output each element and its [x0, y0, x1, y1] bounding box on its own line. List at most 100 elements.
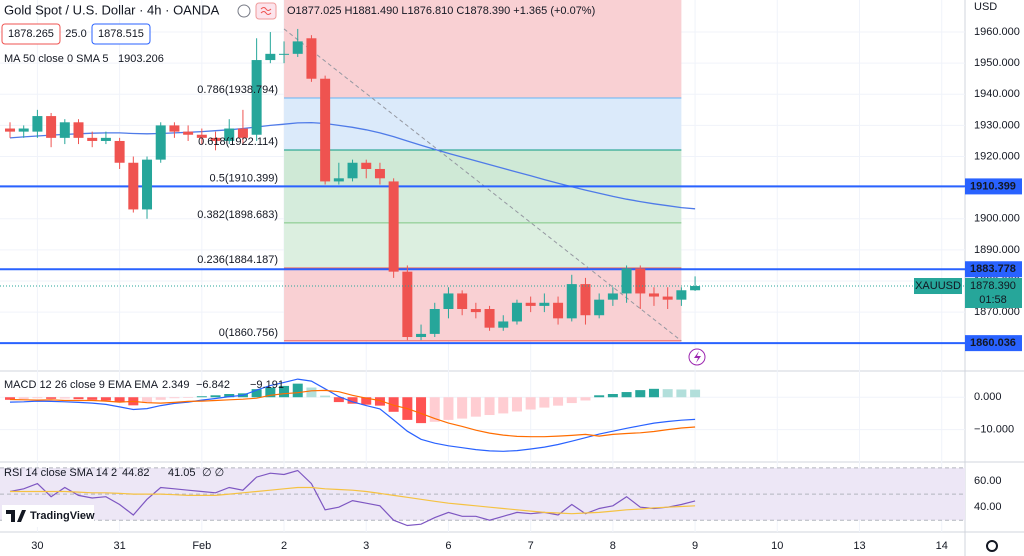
symbol-title: Gold Spot / U.S. Dollar · 4h · OANDA — [4, 2, 220, 17]
candle-body — [183, 131, 194, 135]
macd-histogram-bar — [87, 397, 98, 400]
x-tick-label: 10 — [771, 540, 783, 552]
macd-histogram-bar — [607, 394, 618, 398]
candle-body — [402, 271, 413, 338]
ohlc-readout: O1877.025 H1881.490 L1876.810 C1878.390 … — [287, 5, 595, 17]
macd-histogram-bar — [183, 397, 194, 398]
candle-body — [374, 168, 385, 179]
candle-body — [525, 302, 536, 306]
macd-histogram-bar — [429, 397, 440, 422]
macd-histogram-bar — [648, 388, 659, 398]
logo-glyph[interactable] — [6, 510, 26, 522]
logo-text[interactable]: TradingView — [30, 510, 95, 522]
y-tick-label: −10.000 — [974, 423, 1014, 435]
candle-body — [306, 38, 317, 79]
macd-histogram-bar — [18, 397, 29, 400]
macd-histogram-bar — [169, 397, 180, 399]
macd-histogram-bar — [690, 389, 701, 398]
price-label: 1883.778 — [970, 263, 1016, 275]
candle-body — [676, 290, 687, 300]
trend-line — [283, 28, 682, 342]
fib-label: 0.618(1922.114) — [198, 136, 278, 148]
macd-histogram-bar — [388, 397, 399, 412]
candle-body — [142, 159, 153, 210]
macd-histogram-bar — [279, 385, 290, 398]
eye-icon[interactable] — [237, 4, 251, 18]
macd-histogram-bar — [46, 397, 57, 399]
candle-body — [46, 116, 57, 138]
candle-body — [416, 333, 427, 338]
fib-zone — [284, 186, 682, 223]
x-tick-label: 13 — [853, 540, 865, 552]
buy-button[interactable] — [91, 23, 151, 45]
macd-histogram-bar — [621, 392, 632, 398]
macd-histogram-bar — [32, 397, 43, 399]
y-tick-label: 1930.000 — [974, 119, 1020, 131]
candle-body — [566, 284, 577, 319]
rsi-sma-value: 41.05 — [168, 467, 196, 479]
candle-body — [662, 296, 673, 300]
signal-line — [9, 389, 696, 438]
fib-label: 0(1860.756) — [219, 327, 278, 339]
candle-body — [265, 53, 276, 61]
y-tick-label: 40.00 — [974, 501, 1002, 513]
macd-legend: MACD 12 26 close 9 EMA EMA — [4, 379, 159, 391]
price-label-box — [965, 261, 1022, 278]
x-tick-label: 8 — [610, 540, 616, 552]
macd-histogram-bar — [662, 389, 673, 398]
alert-icon[interactable] — [255, 2, 277, 20]
macd-histogram-bar — [224, 394, 235, 398]
settings-icon[interactable] — [986, 540, 998, 552]
rsi-extra: ∅ ∅ — [202, 467, 224, 479]
candle-body — [100, 137, 111, 141]
macd-histogram-bar — [511, 397, 522, 412]
x-tick-label: Feb — [192, 540, 211, 552]
x-tick-label: 14 — [936, 540, 948, 552]
candle-body — [388, 181, 399, 272]
candle-body — [621, 268, 632, 294]
fib-zone — [284, 267, 682, 341]
candle-body — [320, 78, 331, 182]
last-price-label: 1878.390 — [970, 280, 1016, 292]
sell-button[interactable] — [1, 23, 61, 45]
candle-body — [539, 302, 550, 306]
macd-histogram-bar — [594, 395, 605, 398]
macd-hist-value: 2.349 — [162, 379, 190, 391]
x-tick-label: 6 — [445, 540, 451, 552]
macd-histogram-bar — [580, 397, 591, 401]
macd-histogram-bar — [196, 396, 207, 398]
candle-body — [87, 137, 98, 141]
y-tick-label: 1900.000 — [974, 213, 1020, 225]
ma-legend: MA 50 close 0 SMA 5 — [4, 53, 109, 65]
event-icon-glyph — [694, 351, 701, 363]
candle-body — [553, 302, 564, 319]
macd-histogram-bar — [470, 397, 481, 417]
fib-label: 0.786(1938.794) — [197, 84, 278, 96]
y-tick-label: 1870.000 — [974, 306, 1020, 318]
macd-histogram-bar — [292, 383, 303, 398]
candle-body — [32, 116, 43, 132]
fib-label: 0.5(1910.399) — [210, 172, 279, 184]
macd-histogram-bar — [416, 397, 427, 424]
fib-label: 0.382(1898.683) — [197, 209, 278, 221]
candle-body — [224, 128, 235, 141]
candle-body — [279, 53, 290, 55]
candle-body — [5, 128, 16, 132]
macd-histogram-bar — [265, 387, 276, 398]
macd-histogram-bar — [374, 397, 385, 406]
macd-histogram-bar — [457, 397, 468, 419]
macd-value: −6.842 — [196, 379, 230, 391]
ma-legend-value: 1903.206 — [118, 53, 164, 65]
symbol-label: XAUUSD — [915, 280, 961, 292]
candle-body — [361, 162, 372, 169]
currency-label: USD — [974, 1, 997, 13]
candle-body — [333, 178, 344, 182]
y-tick-label: 1920.000 — [974, 150, 1020, 162]
candle-body — [484, 309, 495, 328]
candle-body — [169, 125, 180, 132]
countdown-label: 01:58 — [979, 294, 1007, 306]
macd-histogram-bar — [635, 390, 646, 398]
price-label: 1860.036 — [970, 337, 1016, 349]
macd-histogram-bar — [498, 397, 509, 414]
